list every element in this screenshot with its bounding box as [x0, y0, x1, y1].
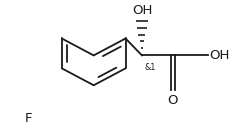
Text: F: F	[25, 112, 33, 125]
Text: OH: OH	[132, 4, 152, 17]
Text: OH: OH	[209, 49, 230, 62]
Text: &1: &1	[145, 63, 156, 72]
Text: O: O	[168, 94, 178, 107]
